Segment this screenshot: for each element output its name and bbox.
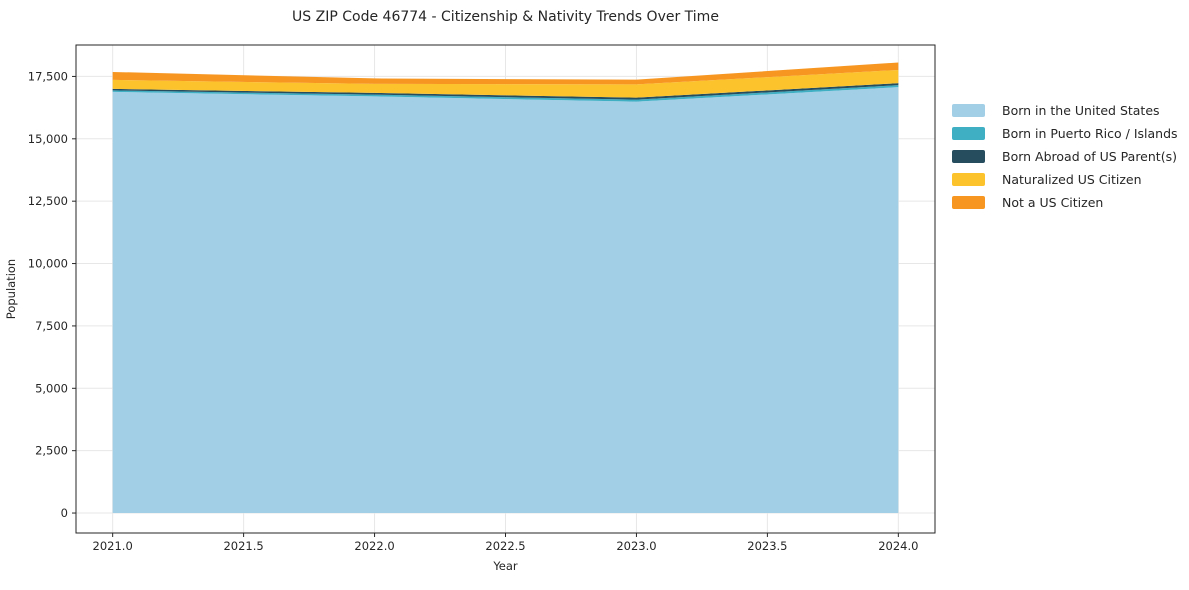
legend-label: Not a US Citizen bbox=[1002, 195, 1104, 210]
legend-item: Born Abroad of US Parent(s) bbox=[952, 149, 1178, 164]
legend-label: Naturalized US Citizen bbox=[1002, 172, 1142, 187]
chart-title: US ZIP Code 46774 - Citizenship & Nativi… bbox=[292, 9, 719, 25]
area-series-2 bbox=[112, 83, 899, 100]
x-tick-label: 2021.0 bbox=[93, 539, 133, 553]
x-tick-label: 2024.0 bbox=[878, 539, 918, 553]
legend-swatch bbox=[952, 150, 985, 163]
legend-label: Born Abroad of US Parent(s) bbox=[1002, 149, 1177, 164]
y-axis-label: Population bbox=[4, 258, 18, 320]
x-axis-label: Year bbox=[493, 559, 518, 573]
legend-swatch bbox=[952, 173, 985, 186]
legend-label: Born in the United States bbox=[1002, 103, 1160, 118]
y-tick-label: 12,500 bbox=[28, 194, 68, 208]
legend-label: Born in Puerto Rico / Islands bbox=[1002, 126, 1178, 141]
legend-swatch bbox=[952, 196, 985, 209]
x-tick-label: 2023.0 bbox=[616, 539, 656, 553]
y-tick-label: 17,500 bbox=[28, 69, 68, 83]
y-tick-label: 15,000 bbox=[28, 132, 68, 146]
legend-item: Born in the United States bbox=[952, 103, 1178, 118]
x-tick-label: 2021.5 bbox=[223, 539, 263, 553]
y-tick-label: 7,500 bbox=[35, 319, 68, 333]
area-series-3 bbox=[112, 69, 899, 98]
legend-swatch bbox=[952, 104, 985, 117]
y-tick-label: 10,000 bbox=[28, 257, 68, 271]
y-tick-label: 0 bbox=[61, 506, 68, 520]
legend: Born in the United States Born in Puerto … bbox=[952, 103, 1178, 219]
legend-item: Naturalized US Citizen bbox=[952, 172, 1178, 187]
area-series-4 bbox=[112, 62, 899, 85]
x-tick-label: 2022.0 bbox=[354, 539, 394, 553]
legend-swatch bbox=[952, 127, 985, 140]
y-tick-label: 2,500 bbox=[35, 444, 68, 458]
area-series-0 bbox=[112, 87, 899, 514]
legend-item: Not a US Citizen bbox=[952, 195, 1178, 210]
y-tick-label: 5,000 bbox=[35, 381, 68, 395]
x-tick-label: 2023.5 bbox=[747, 539, 787, 553]
legend-item: Born in Puerto Rico / Islands bbox=[952, 126, 1178, 141]
x-tick-label: 2022.5 bbox=[485, 539, 525, 553]
area-series-1 bbox=[112, 85, 899, 102]
